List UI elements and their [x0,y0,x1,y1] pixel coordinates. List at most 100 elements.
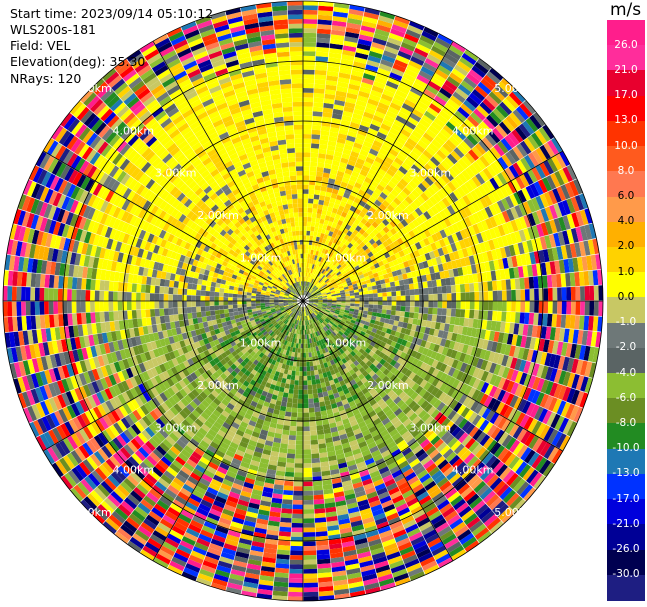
velocity-gate [313,302,319,304]
velocity-gate [531,225,540,239]
velocity-gate [359,354,366,361]
velocity-gate [353,289,359,293]
velocity-gate [368,290,373,294]
velocity-gate [317,227,323,233]
velocity-gate [341,54,355,62]
velocity-gate [363,161,373,169]
velocity-gate [349,275,355,280]
velocity-gate [432,286,438,294]
velocity-gate [432,193,442,203]
velocity-gate [496,280,502,291]
velocity-gate [444,79,458,92]
velocity-gate [364,221,372,228]
velocity-gate [354,137,365,145]
velocity-gate [305,286,308,291]
velocity-gate [317,387,323,394]
velocity-gate [314,310,319,315]
velocity-gate [423,88,437,99]
velocity-gate [372,115,384,124]
velocity-gate [328,269,334,274]
velocity-gate [306,230,311,236]
velocity-gate [353,241,360,248]
velocity-gate [531,197,541,211]
velocity-gate [411,189,420,199]
velocity-gate [360,330,366,337]
velocity-gate [389,374,397,382]
velocity-gate [486,165,497,178]
velocity-gate [379,264,386,271]
velocity-gate [340,255,347,261]
velocity-gate [451,260,458,269]
velocity-gate [326,316,332,321]
velocity-gate [323,313,329,317]
velocity-gate [373,293,378,298]
velocity-gate [453,443,465,455]
velocity-gate [313,102,324,108]
velocity-gate [294,463,303,468]
velocity-gate [534,301,539,313]
velocity-gate [339,215,346,222]
velocity-gate [443,207,452,218]
velocity-gate [415,216,424,225]
velocity-gate [527,226,536,240]
velocity-gate [294,467,303,473]
velocity-gate [309,299,314,301]
velocity-gate [421,425,431,436]
velocity-gate [309,301,314,303]
velocity-gate [341,326,347,332]
velocity-gate [495,321,502,332]
velocity-gate [442,301,447,309]
velocity-gate [392,217,401,225]
velocity-gate [345,303,351,306]
velocity-gate [566,164,577,181]
velocity-gate [379,390,387,399]
velocity-gate [310,152,319,158]
velocity-gate [476,465,489,478]
velocity-gate [330,278,335,283]
velocity-gate [333,255,339,261]
velocity-gate [448,324,455,333]
velocity-gate [464,118,476,131]
velocity-gate [346,270,352,275]
velocity-gate [332,20,347,27]
velocity-gate [583,315,590,331]
velocity-gate [438,392,447,402]
velocity-gate [475,158,487,170]
velocity-gate [307,258,310,264]
velocity-gate [508,423,520,437]
velocity-gate [520,253,527,266]
velocity-gate [337,314,343,319]
velocity-gate [296,435,303,441]
velocity-gate [570,389,580,405]
velocity-gate [446,301,452,309]
velocity-gate [314,512,326,519]
velocity-gate [420,438,431,449]
velocity-gate [430,351,438,360]
velocity-gate [509,395,519,408]
velocity-gate [448,269,455,278]
velocity-gate [313,494,324,500]
velocity-gate [381,160,392,169]
velocity-gate [358,262,364,268]
velocity-gate [410,391,419,401]
velocity-gate [385,245,392,252]
velocity-gate [380,211,389,219]
velocity-gate [337,166,346,173]
velocity-gate [470,327,477,338]
velocity-gate [428,328,435,336]
velocity-gate [303,37,317,43]
velocity-gate [366,338,372,345]
velocity-gate [419,222,428,231]
velocity-gate [404,311,410,318]
velocity-gate [360,319,366,325]
velocity-gate [328,201,335,208]
velocity-gate [307,293,311,297]
velocity-gate [316,429,325,435]
velocity-gate [499,269,506,280]
velocity-gate [328,262,333,268]
velocity-gate [446,285,452,294]
velocity-gate [305,276,307,282]
velocity-gate [512,162,523,176]
velocity-gate [409,112,422,123]
velocity-gate [409,133,420,144]
